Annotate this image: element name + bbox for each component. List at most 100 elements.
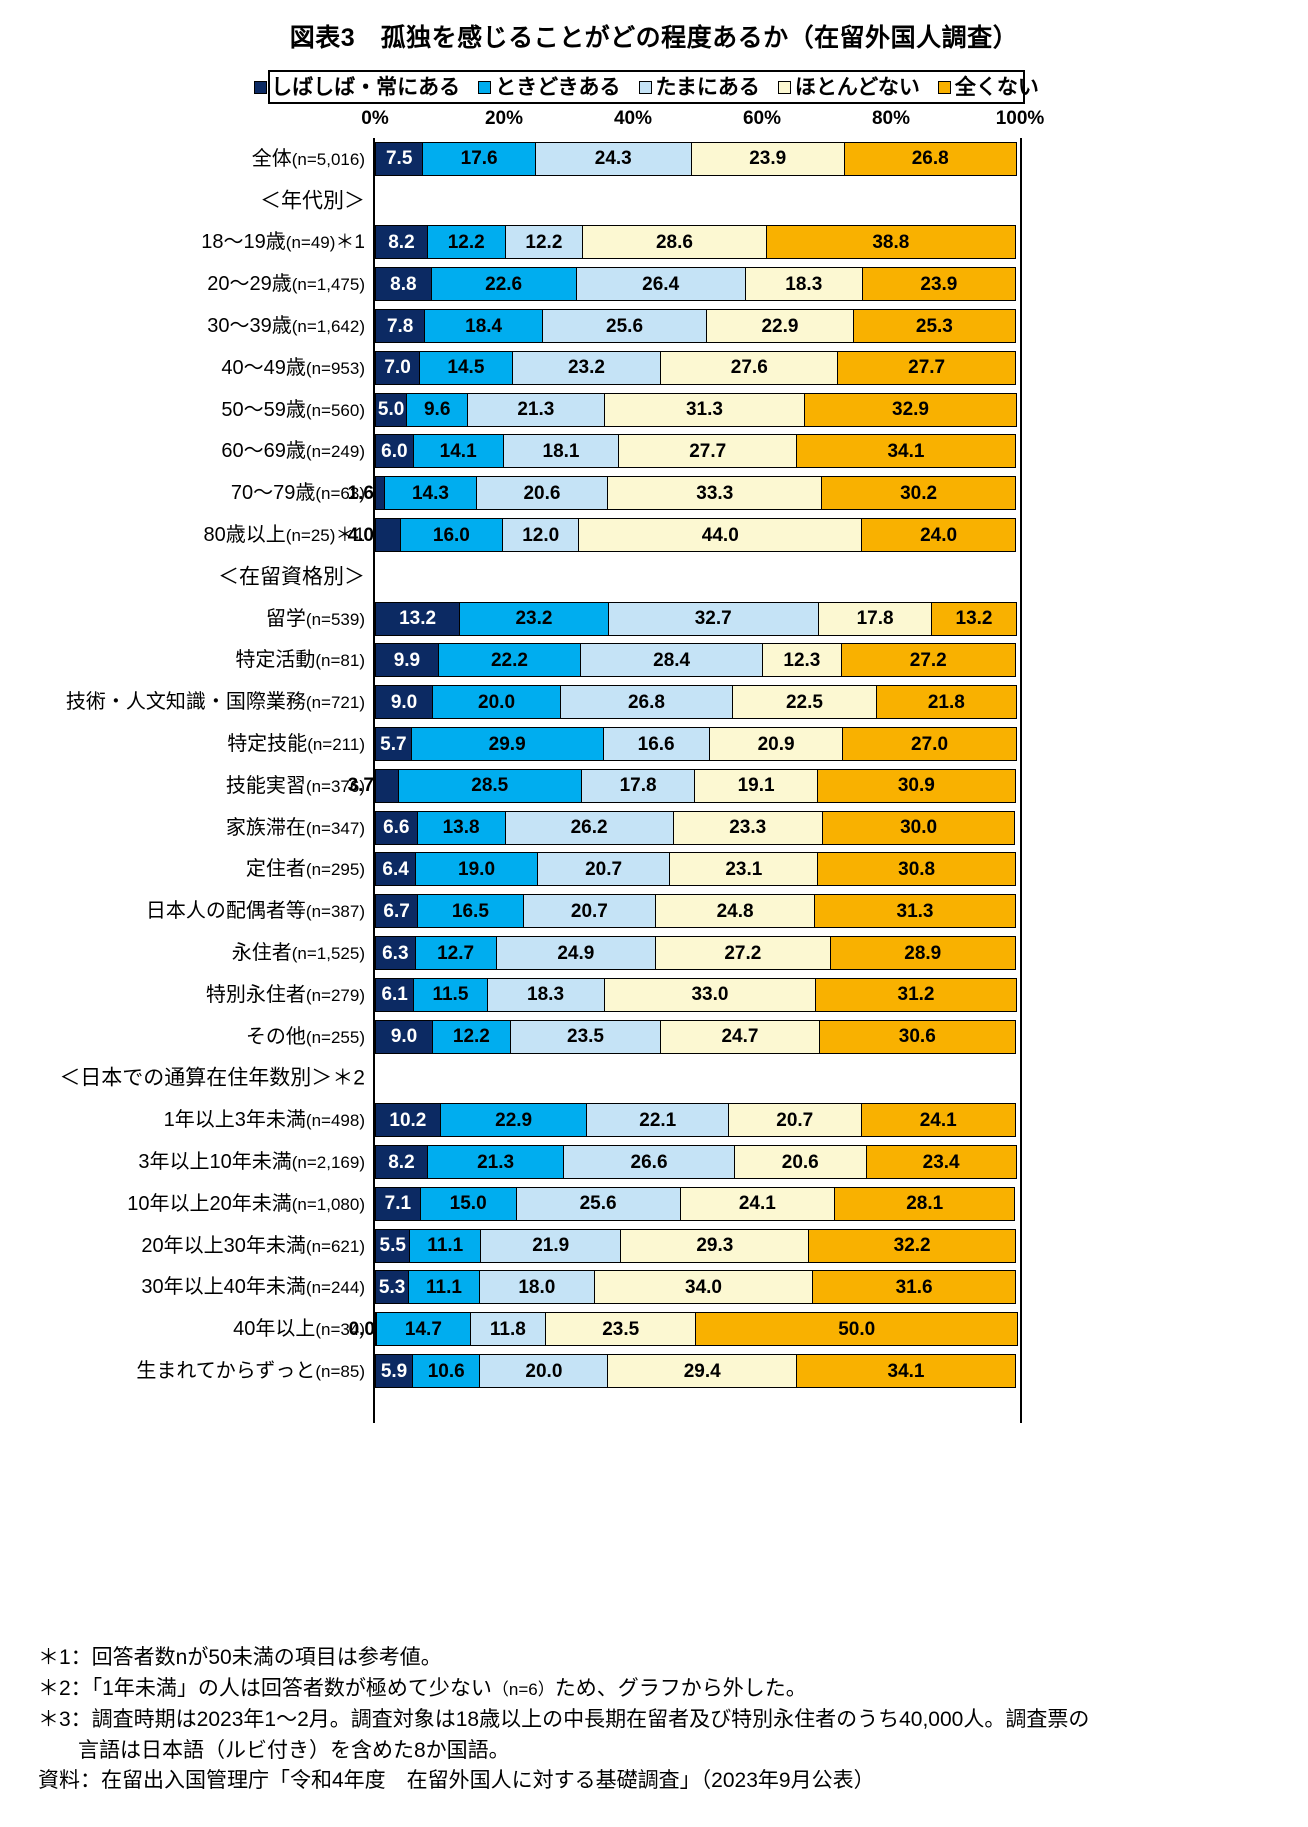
- bar-segment: 20.0: [479, 1354, 609, 1388]
- bar-segment: 26.6: [563, 1145, 735, 1180]
- plot-area: 全体(n=5,016) 7.5 17.6 24.3 23.9 26.8 ＜年代別＞ 18～19…: [59, 138, 1022, 1423]
- bar-segment: 5.7: [375, 727, 412, 762]
- bar-segment: 23.4: [865, 1145, 1017, 1180]
- bar-segment: 21.3: [467, 392, 605, 427]
- bar-value-label: 23.9: [749, 148, 787, 170]
- stacked-bar: 0.0 14.7 11.8 23.5 50.0: [349, 1312, 1018, 1347]
- bar-row: 特定活動(n=81) 9.9 22.2 28.4 12.3 27.2: [235, 640, 1020, 682]
- bar-segment: 34.0: [593, 1270, 814, 1305]
- bar-row: 10年以上20年未満(n=1,080) 7.1 15.0 25.6 24.1 28.1: [127, 1183, 1020, 1225]
- bar-row: 日本人の配偶者等(n=387) 6.7 16.5 20.7 24.8 31.3: [146, 890, 1020, 932]
- bar-value-label: 20.9: [757, 733, 795, 755]
- bar-value-label: 27.2: [909, 649, 947, 671]
- bar-value-label: 30.9: [897, 775, 935, 797]
- row-label: 20～29歳(n=1,475): [207, 273, 365, 296]
- bar-segment: 28.9: [829, 936, 1016, 971]
- bar-segment: 22.9: [706, 309, 854, 344]
- bar-value-label: 23.2: [515, 608, 553, 630]
- bar-segment: 6.6: [375, 810, 418, 845]
- bar-row: 1年以上3年未満(n=498) 10.2 22.9 22.1 20.7 24.1: [164, 1099, 1020, 1141]
- bar-value-label: 28.1: [906, 1193, 944, 1215]
- bar-segment: 23.5: [509, 1019, 662, 1054]
- stacked-bar: 6.6 13.8 26.2 23.3 30.0: [375, 810, 1016, 845]
- bar-segment: 6.3: [375, 936, 416, 971]
- bar-segment: 27.7: [618, 434, 798, 469]
- bar-value-label: 22.6: [485, 273, 523, 295]
- stacked-bar: 6.1 11.5 18.3 33.0 31.2: [375, 977, 1017, 1012]
- bar-value-label: 10.2: [389, 1109, 427, 1131]
- bar-row: 特定技能(n=211) 5.7 29.9 16.6 20.9 27.0: [227, 723, 1020, 765]
- bar-value-label: 5.3: [378, 1276, 406, 1298]
- bar-value-label: 6.4: [382, 858, 409, 880]
- bar-segment: 29.3: [620, 1228, 810, 1263]
- bar-value-label: 11.1: [427, 1235, 464, 1257]
- bar-value-label: 27.0: [911, 733, 949, 755]
- row-label: 定住者(n=295): [245, 858, 365, 881]
- bar-segment: 28.5: [397, 768, 582, 803]
- stacked-bar: 1.6 14.3 20.6 33.3 30.2: [348, 476, 1016, 511]
- bar-value-label: 28.4: [653, 649, 691, 671]
- bar-value-label: 9.0: [390, 1026, 418, 1048]
- bar-value-label: 23.4: [922, 1151, 960, 1173]
- bar-segment: 28.4: [580, 643, 764, 678]
- bar-segment: 25.3: [852, 309, 1016, 344]
- bar-segment: 23.9: [861, 267, 1016, 302]
- bar-segment: 21.3: [426, 1145, 565, 1180]
- bar-segment: 13.8: [416, 810, 506, 845]
- bar-value-label: 34.1: [887, 1360, 925, 1382]
- bar-value-label: 17.8: [856, 608, 894, 630]
- bar-value-label: 8.8: [390, 273, 417, 295]
- bar-row: 20年以上30年未満(n=621) 5.5 11.1 21.9 29.3 32.2: [141, 1225, 1020, 1267]
- bar-value-label: 26.4: [642, 273, 680, 295]
- bar-segment: 14.7: [376, 1312, 471, 1347]
- bar-segment: 10.2: [375, 1103, 441, 1138]
- bar-value-label: 5.7: [380, 733, 407, 755]
- bar-value-label: 13.8: [442, 817, 480, 839]
- bar-segment: 5.9: [375, 1354, 414, 1388]
- bar-value-label: 28.6: [655, 231, 693, 253]
- bar-segment: 20.7: [536, 852, 671, 887]
- bar-row: 60～69歳(n=249) 6.0 14.1 18.1 27.7 34.1: [221, 431, 1020, 473]
- axis-line-right: [1020, 138, 1022, 1423]
- bar-value-label: 7.8: [386, 315, 414, 337]
- bar-segment: 23.2: [511, 350, 662, 385]
- bar-segment: 20.6: [475, 476, 609, 511]
- bar-value-label: 33.0: [691, 984, 729, 1006]
- bar-value-label: 30.6: [898, 1026, 936, 1048]
- stacked-bar: 8.2 21.3 26.6 20.6 23.4: [375, 1145, 1017, 1180]
- row-label: 日本人の配偶者等(n=387): [145, 900, 365, 923]
- bar-value-label: 7.0: [384, 357, 411, 379]
- bar-value-label: 32.7: [694, 608, 732, 630]
- bar-row: 技能実習(n=376) 3.7 28.5 17.8 19.1 30.9: [226, 765, 1020, 807]
- bar-segment: 19.1: [694, 768, 818, 803]
- bar-segment: 5.0: [375, 392, 408, 427]
- legend-label: たまにある: [655, 75, 760, 99]
- chart-legend: しばしば・常にある ときどきある たまにある ほとんどない 全くない: [254, 70, 1039, 104]
- bar-segment: 11.1: [409, 1228, 482, 1263]
- bar-value-label: 31.6: [895, 1276, 933, 1298]
- bar-value-label: 34.0: [685, 1276, 722, 1298]
- bar-segment: 22.5: [731, 685, 878, 720]
- bar-value-label: 23.2: [567, 357, 605, 379]
- legend-item-0: しばしば・常にある: [254, 77, 460, 98]
- bar-segment: 23.3: [672, 810, 823, 845]
- bar-value-label: 17.6: [460, 148, 498, 170]
- bar-value-label: 13.2: [955, 608, 993, 630]
- bar-row: 3年以上10年未満(n=2,169) 8.2 21.3 26.6 20.6 23.4: [138, 1141, 1020, 1183]
- bar-segment: 26.2: [504, 810, 674, 845]
- bar-value-label: 21.3: [517, 399, 555, 421]
- bar-value-label: 5.9: [380, 1360, 408, 1382]
- bar-segment: 24.3: [534, 141, 692, 176]
- bar-value-label: 15.0: [449, 1193, 487, 1215]
- bar-value-label: 20.7: [776, 1109, 814, 1131]
- bar-value-label: 1.6: [347, 482, 374, 504]
- bar-value-label: 6.3: [382, 942, 409, 964]
- bar-value-label: 23.1: [725, 858, 763, 880]
- bar-segment: 15.0: [419, 1186, 517, 1221]
- legend-item-1: ときどきある: [478, 77, 621, 98]
- bar-segment: 7.8: [375, 309, 426, 344]
- bar-value-label: 14.3: [411, 482, 449, 504]
- row-label: 30～39歳(n=1,642): [207, 315, 365, 338]
- bar-segment: 17.6: [422, 141, 536, 176]
- bar-value-label: 28.5: [471, 775, 509, 797]
